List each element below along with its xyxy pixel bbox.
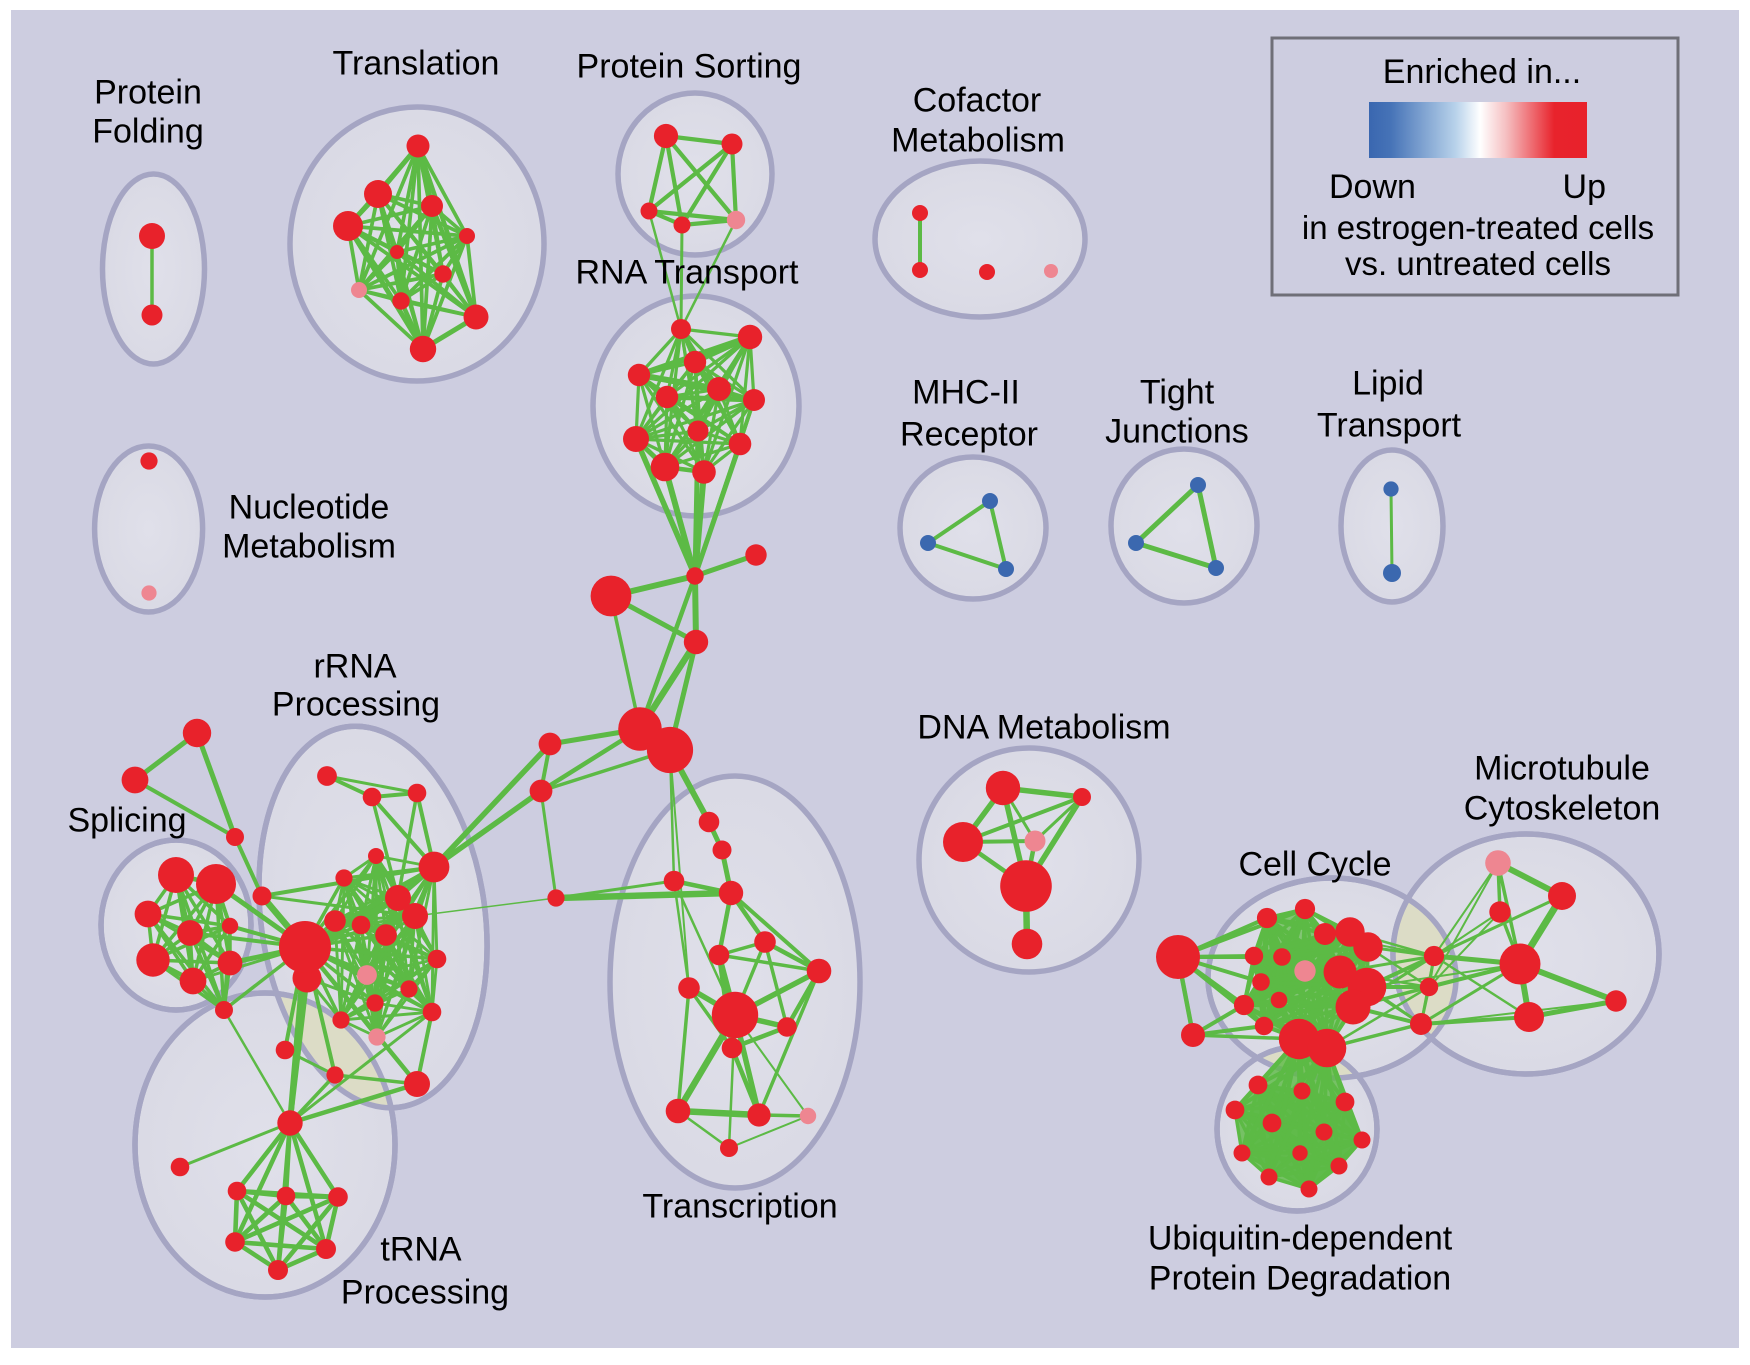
svg-text:Junctions: Junctions	[1105, 413, 1249, 451]
svg-text:Metabolism: Metabolism	[222, 528, 396, 566]
svg-text:Splicing: Splicing	[67, 802, 186, 840]
svg-text:Lipid: Lipid	[1352, 365, 1424, 403]
svg-text:Translation: Translation	[333, 45, 500, 83]
svg-text:Up: Up	[1563, 168, 1606, 206]
svg-text:Protein: Protein	[94, 74, 202, 112]
svg-text:Enriched in...: Enriched in...	[1383, 53, 1581, 91]
svg-text:Nucleotide: Nucleotide	[229, 489, 390, 527]
svg-text:Protein Sorting: Protein Sorting	[577, 48, 802, 86]
svg-text:RNA Transport: RNA Transport	[576, 254, 800, 292]
svg-text:Processing: Processing	[272, 686, 440, 724]
svg-text:tRNA: tRNA	[380, 1231, 462, 1269]
svg-text:Cofactor: Cofactor	[913, 82, 1042, 120]
svg-text:Folding: Folding	[92, 113, 204, 151]
svg-text:Cell Cycle: Cell Cycle	[1238, 846, 1391, 884]
svg-text:Cytoskeleton: Cytoskeleton	[1464, 790, 1661, 828]
svg-text:MHC-II: MHC-II	[912, 374, 1020, 412]
svg-text:Ubiquitin-dependent: Ubiquitin-dependent	[1148, 1220, 1453, 1258]
svg-text:Transport: Transport	[1317, 407, 1462, 445]
svg-text:Down: Down	[1329, 168, 1416, 206]
svg-text:vs. untreated cells: vs. untreated cells	[1345, 245, 1611, 282]
svg-text:Processing: Processing	[341, 1274, 509, 1312]
svg-text:Receptor: Receptor	[900, 416, 1038, 454]
svg-text:Protein Degradation: Protein Degradation	[1149, 1260, 1451, 1298]
svg-text:DNA Metabolism: DNA Metabolism	[917, 709, 1170, 747]
svg-text:in estrogen-treated cells: in estrogen-treated cells	[1302, 209, 1654, 246]
svg-text:Metabolism: Metabolism	[891, 122, 1065, 160]
svg-text:Tight: Tight	[1140, 374, 1215, 412]
svg-text:Microtubule: Microtubule	[1474, 750, 1650, 788]
svg-text:Transcription: Transcription	[642, 1188, 837, 1226]
svg-text:rRNA: rRNA	[313, 648, 396, 686]
